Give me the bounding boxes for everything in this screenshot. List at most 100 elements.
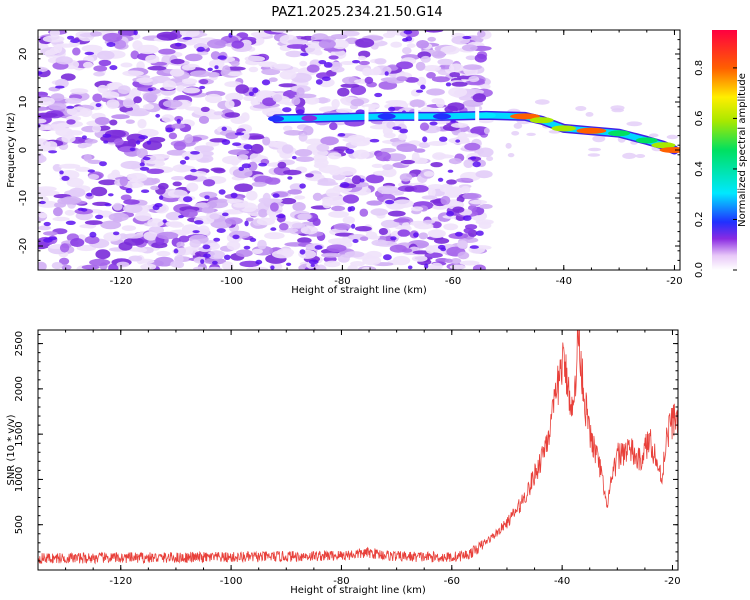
spectrogram-noise-blob <box>314 158 329 167</box>
spectrogram-noise-blob <box>117 30 137 37</box>
spectrogram-noise-spot <box>141 189 150 193</box>
spectrogram-noise-blob <box>297 237 312 244</box>
spectrogram-noise-spot <box>178 215 184 219</box>
spectrogram-noise-blob <box>224 112 240 118</box>
spectrogram-noise-blob <box>61 264 72 270</box>
spectrogram-noise-spot <box>270 227 277 231</box>
spectrogram-noise-blob <box>60 196 82 205</box>
spectrogram-noise-spot <box>221 126 227 131</box>
spectrogram-noise-spot <box>340 182 350 188</box>
spectrogram-noise-blob <box>89 258 111 266</box>
spectrogram-noise-blob <box>390 41 403 48</box>
spectrogram-noise-spot <box>162 219 167 223</box>
spectrogram-noise-blob <box>361 266 372 270</box>
spectrogram-noise-layer <box>38 30 678 270</box>
spectrogram-noise-blob <box>321 252 342 258</box>
spectrogram-noise-blob <box>127 172 148 183</box>
spectrogram-noise-blob <box>197 225 210 236</box>
colorbar: 0.0 0.2 0.4 0.6 0.8 Normalized spectral ampl… <box>694 30 748 278</box>
spectrogram-noise-blob <box>306 64 320 73</box>
spectrogram-noise-spot <box>213 237 221 242</box>
spectrogram-noise-blob <box>58 163 81 169</box>
spectrogram-noise-blob <box>418 232 428 240</box>
spectrogram-noise-blob <box>97 50 115 60</box>
spectrogram-noise-blob <box>457 240 468 249</box>
spectrogram-noise-spot <box>345 148 355 154</box>
spectrogram-noise-blob <box>359 208 369 217</box>
spectrogram-noise-spot <box>388 106 396 112</box>
spectrogram-noise-blob <box>176 241 185 248</box>
spectrogram-noise-blob <box>294 149 313 157</box>
spectrogram-noise-blob <box>611 108 624 113</box>
spectrogram-noise-spot <box>48 150 58 154</box>
spectrogram-noise-blob <box>380 148 397 153</box>
spectrogram-noise-blob <box>145 54 160 64</box>
spectrogram-noise-blob <box>279 223 289 231</box>
spectrogram-noise-blob <box>322 198 332 209</box>
spectrogram-noise-blob <box>423 171 435 177</box>
spectrogram-noise-spot <box>175 42 182 47</box>
spectrogram-noise-blob <box>125 119 135 124</box>
spectrogram-noise-blob <box>42 35 65 43</box>
spectrogram-noise-blob <box>51 262 63 270</box>
spectrogram-noise-blob <box>262 97 277 107</box>
spectrogram-noise-spot <box>384 71 389 76</box>
spectrogram-x-label: Height of straight line (km) <box>291 285 427 296</box>
spectrogram-noise-blob <box>79 108 93 118</box>
spectrogram-noise-blob <box>377 185 399 195</box>
spectrogram-noise-blob <box>305 44 321 55</box>
snr-panel: -120 -100 -80 -60 -40 -20 500 1000 1500 2000 2500… <box>6 329 681 596</box>
spectrogram-noise-blob <box>392 255 411 266</box>
spectrogram-noise-blob <box>424 252 443 258</box>
y-tick-label: 1000 <box>14 467 25 492</box>
spectrogram-noise-blob <box>382 167 397 178</box>
spectrogram-noise-blob <box>316 143 330 152</box>
spectrogram-noise-blob <box>136 148 148 159</box>
spectrogram-noise-blob <box>200 106 210 112</box>
spectrogram-noise-blob <box>298 132 308 142</box>
spectrogram-noise-spot <box>318 60 327 65</box>
spectrogram-noise-blob <box>207 250 226 260</box>
spectrogram-noise-blob <box>194 145 215 152</box>
spectrogram-noise-blob <box>240 112 250 122</box>
spectrogram-noise-spot <box>383 254 392 261</box>
spectrogram-noise-blob <box>626 121 643 127</box>
spectrogram-noise-blob <box>81 264 100 270</box>
spectrogram-noise-spot <box>55 85 65 89</box>
spectrogram-noise-blob <box>337 254 350 263</box>
spectrogram-noise-spot <box>440 247 447 252</box>
spectrogram-noise-blob <box>156 250 171 257</box>
spectrogram-noise-spot <box>462 215 472 221</box>
spectrogram-noise-blob <box>421 195 438 200</box>
spectrogram-noise-blob <box>92 124 102 133</box>
spectrogram-noise-spot <box>446 210 454 217</box>
spectrogram-noise-blob <box>193 266 206 270</box>
spectrogram-noise-spot <box>407 265 413 270</box>
spectrogram-noise-spot <box>217 55 227 60</box>
spectrogram-noise-spot <box>299 183 306 189</box>
spectrogram-noise-blob <box>277 161 287 169</box>
spectrogram-noise-blob <box>352 149 370 160</box>
spectrogram-noise-blob <box>38 225 51 231</box>
colorbar-ticks: 0.0 0.2 0.4 0.6 0.8 <box>694 60 737 278</box>
spectrogram-noise-spot <box>182 36 193 40</box>
spectrogram-noise-spot <box>176 118 181 124</box>
spectrogram-noise-blob <box>366 200 383 206</box>
spectrogram-noise-blob <box>347 264 358 270</box>
spectrogram-noise-spot <box>238 166 245 171</box>
spectrogram-noise-blob <box>262 192 271 203</box>
spectrogram-noise-blob <box>330 200 342 206</box>
spectrogram-noise-spot <box>469 245 479 249</box>
spectrogram-noise-blob <box>224 217 243 225</box>
spectrogram-noise-blob <box>150 185 160 191</box>
spectrogram-noise-blob <box>416 76 427 87</box>
spectrogram-noise-spot <box>234 132 245 136</box>
spectrogram-noise-blob <box>449 264 466 270</box>
spectrogram-noise-blob <box>248 66 259 73</box>
spectrogram-noise-spot <box>310 263 315 267</box>
spectrogram-noise-blob <box>174 115 184 122</box>
spectrogram-noise-blob <box>142 92 158 102</box>
spectrogram-noise-blob <box>140 263 157 270</box>
spectrogram-noise-blob <box>478 221 492 229</box>
spectrogram-noise-blob <box>423 65 442 72</box>
